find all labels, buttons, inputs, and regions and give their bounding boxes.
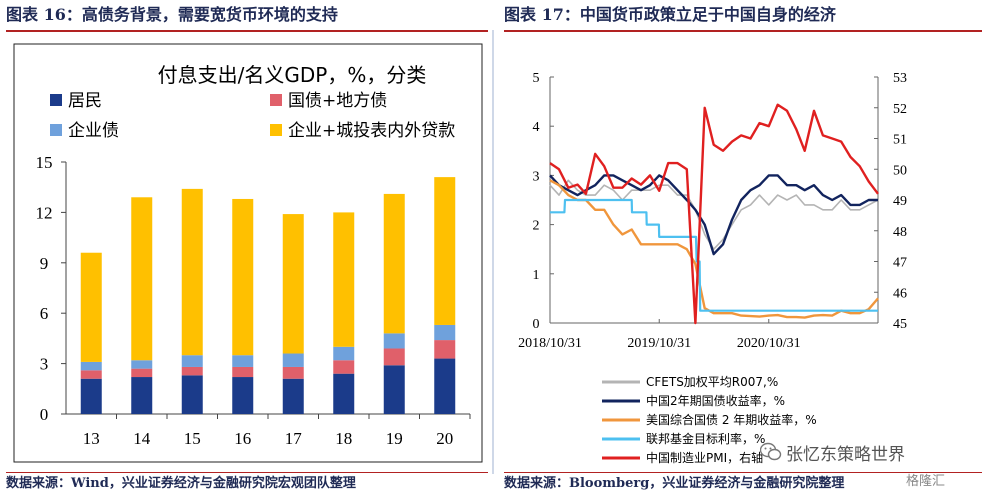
- legend-swatch: [270, 124, 282, 136]
- bar-segment: [131, 368, 153, 378]
- x-tick-label: 18: [335, 429, 352, 448]
- bar-segment: [131, 360, 153, 369]
- bar-segment: [80, 252, 102, 362]
- left-figure-header: 图表 16：高债务背景，需要宽货币环境的支持: [6, 5, 338, 24]
- y-tick-label: 0: [40, 405, 49, 424]
- left-y-tick-label: 4: [533, 120, 540, 135]
- left-source-note: 数据来源：Wind，兴业证券经济与金融研究院宏观团队整理: [6, 476, 356, 491]
- bar-segment: [434, 324, 456, 341]
- bar-segment: [282, 366, 304, 379]
- bar-segment: [80, 370, 102, 379]
- left-y-tick-label: 1: [533, 268, 540, 283]
- bar-segment: [80, 378, 102, 414]
- right-y-tick-label: 45: [893, 317, 907, 332]
- right-source-rule: [504, 472, 982, 473]
- bar-segment: [232, 377, 254, 414]
- y-tick-label: 12: [36, 203, 53, 222]
- bar-segment: [282, 378, 304, 414]
- left-y-tick-label: 5: [533, 71, 540, 86]
- bar-segment: [232, 366, 254, 378]
- right-y-tick-label: 50: [893, 163, 907, 178]
- legend-label: CFETS加权平均R007,%: [646, 375, 778, 389]
- bar-segment: [232, 198, 254, 356]
- bar-segment: [131, 377, 153, 414]
- left-y-tick-label: 3: [533, 169, 540, 184]
- y-tick-label: 6: [40, 304, 49, 323]
- y-tick-label: 9: [40, 254, 49, 273]
- bar-segment: [333, 212, 355, 347]
- legend-swatch: [270, 94, 282, 106]
- right-figure-header: 图表 17：中国货币政策立足于中国自身的经济: [504, 5, 836, 24]
- right-y-tick-label: 46: [893, 286, 907, 301]
- chart-title: 付息支出/名义GDP，%，分类: [158, 63, 427, 87]
- bar-segment: [383, 333, 405, 349]
- left-source-rule: [6, 472, 488, 473]
- series-line-us-2y: [549, 179, 879, 319]
- x-tick-label: 19: [386, 429, 403, 448]
- x-tick-label: 17: [285, 429, 303, 448]
- x-tick-label: 13: [83, 429, 100, 448]
- bar-segment: [333, 346, 355, 361]
- right-y-tick-label: 47: [893, 256, 907, 271]
- left-header-rule: [6, 30, 488, 32]
- right-y-tick-label: 49: [893, 194, 907, 209]
- y-tick-label: 15: [36, 153, 53, 172]
- bar-segment: [434, 340, 456, 359]
- x-tick-label: 20: [436, 429, 453, 448]
- bar-segment: [383, 348, 405, 366]
- bar-segment: [80, 361, 102, 371]
- legend-label: 中国制造业PMI，右轴: [646, 450, 763, 465]
- series-line-r007: [549, 179, 879, 250]
- left-y-tick-label: 2: [533, 219, 540, 234]
- bar-segment: [333, 360, 355, 374]
- bar-segment: [181, 188, 203, 356]
- series-line-fed-funds: [550, 198, 878, 312]
- right-source-note: 数据来源：Bloomberg，兴业证券经济与金融研究院整理: [504, 476, 845, 491]
- legend-label: 中国2年期国债收益率，%: [646, 393, 785, 408]
- y-tick-label: 3: [40, 355, 49, 374]
- x-tick-label: 2020/10/31: [737, 336, 801, 351]
- bar-segment: [434, 358, 456, 414]
- legend-label: 联邦基金目标利率，%: [646, 431, 765, 446]
- bar-segment: [181, 366, 203, 376]
- bar-segment: [232, 355, 254, 367]
- legend-label: 美国综合国债 2 年期收益率，%: [646, 412, 817, 427]
- x-tick-label: 2019/10/31: [627, 336, 691, 351]
- right-y-tick-label: 53: [893, 71, 907, 86]
- chart-frame: [13, 43, 483, 463]
- left-y-tick-label: 0: [533, 317, 540, 332]
- x-tick-label: 16: [234, 429, 251, 448]
- bar-segment: [131, 197, 153, 361]
- right-y-tick-label: 51: [893, 133, 907, 148]
- legend-label: 国债+地方债: [288, 91, 387, 111]
- series-line-cn-pmi: [549, 103, 879, 325]
- series-line-cn-2y: [549, 174, 878, 256]
- bar-segment: [282, 214, 304, 354]
- watermark-account-name: 张忆东策略世界: [786, 445, 905, 465]
- bar-segment: [434, 177, 456, 325]
- watermark-brand: 格隆汇: [906, 474, 946, 489]
- legend-label: 居民: [68, 91, 102, 111]
- legend-swatch: [50, 94, 62, 106]
- x-tick-label: 2018/10/31: [518, 336, 582, 351]
- bar-segment: [181, 375, 203, 414]
- wechat-icon: [760, 442, 782, 461]
- bar-segment: [383, 193, 405, 334]
- right-y-tick-label: 52: [893, 102, 907, 117]
- bar-segment: [282, 353, 304, 367]
- right-header-rule: [504, 30, 982, 32]
- x-tick-label: 15: [184, 429, 201, 448]
- panel-divider: [492, 30, 494, 474]
- legend-label: 企业+城投表内外贷款: [288, 121, 455, 141]
- legend-swatch: [50, 124, 62, 136]
- right-y-tick-label: 48: [893, 225, 907, 240]
- legend-label: 企业债: [68, 121, 119, 141]
- bar-segment: [333, 373, 355, 414]
- x-tick-label: 14: [133, 429, 151, 448]
- bar-segment: [383, 365, 405, 414]
- bar-segment: [181, 355, 203, 367]
